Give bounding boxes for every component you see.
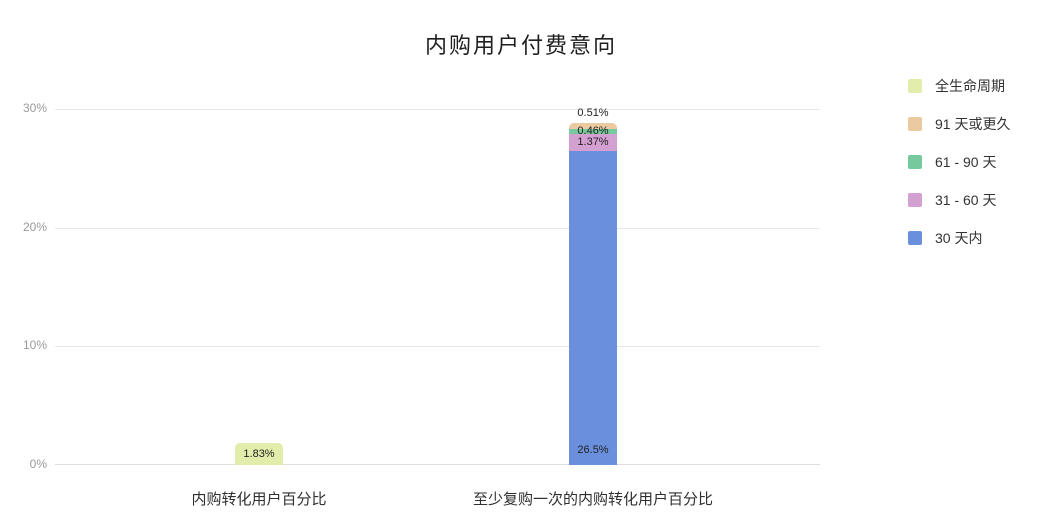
chart-title: 内购用户付费意向 — [424, 33, 617, 58]
y-tick-10: 10% — [22, 338, 47, 353]
legend-swatch-61-90-days-icon — [908, 155, 922, 169]
bar-segment[interactable] — [569, 134, 617, 151]
legend-swatch-91-days-plus-icon — [908, 117, 922, 131]
legend-item-label: 全生命周期 — [935, 78, 1005, 94]
plot-area: 1.83% 26.5% 1.37% 0.46% 0.51% — [55, 106, 820, 465]
bar-segment[interactable] — [569, 122, 617, 129]
bar-segment[interactable] — [569, 150, 617, 465]
x-axis-label-repurchase: 至少复购一次的内购转化用户百分比 — [472, 491, 714, 508]
y-tick-20: 20% — [22, 219, 47, 234]
gridline-20 — [55, 227, 820, 229]
legend-swatch-30-days-icon — [908, 231, 922, 245]
legend-item-61-90-days[interactable]: 61 - 90 天 — [908, 154, 1010, 170]
bar-value-label: 1.37% — [577, 135, 609, 148]
x-axis-label-conversion: 内购转化用户百分比 — [191, 491, 327, 508]
bar-value-label: 26.5% — [577, 444, 609, 456]
bar-value-label: 1.83% — [243, 447, 275, 460]
bars-layer: 1.83% 26.5% 1.37% 0.46% 0.51% — [55, 106, 820, 465]
legend-swatch-31-60-days-icon — [908, 193, 922, 207]
legend-item-label: 61 - 90 天 — [935, 154, 997, 170]
bar-value-label: 0.51% — [577, 106, 609, 119]
legend: 全生命周期 91 天或更久 61 - 90 天 31 - 60 天 30 天内 — [908, 78, 1010, 268]
bar-value-label: 0.46% — [577, 125, 609, 138]
legend-item-label: 31 - 60 天 — [935, 192, 997, 208]
legend-item-30-days[interactable]: 30 天内 — [908, 230, 1010, 246]
legend-item-31-60-days[interactable]: 31 - 60 天 — [908, 192, 1010, 208]
gridline-10 — [55, 346, 820, 348]
y-tick-0: 0% — [29, 457, 47, 471]
legend-item-full-lifecycle[interactable]: 全生命周期 — [908, 78, 1010, 94]
bar-segment[interactable] — [235, 443, 283, 465]
legend-item-91-days-plus[interactable]: 91 天或更久 — [908, 116, 1010, 132]
gridline-30 — [55, 109, 820, 110]
legend-swatch-full-lifecycle-icon — [908, 79, 922, 93]
y-tick-30: 30% — [22, 101, 47, 115]
bar-segment[interactable] — [569, 128, 617, 135]
axis-baseline — [55, 464, 820, 465]
legend-item-label: 30 天内 — [935, 230, 983, 246]
legend-item-label: 91 天或更久 — [935, 116, 1011, 132]
